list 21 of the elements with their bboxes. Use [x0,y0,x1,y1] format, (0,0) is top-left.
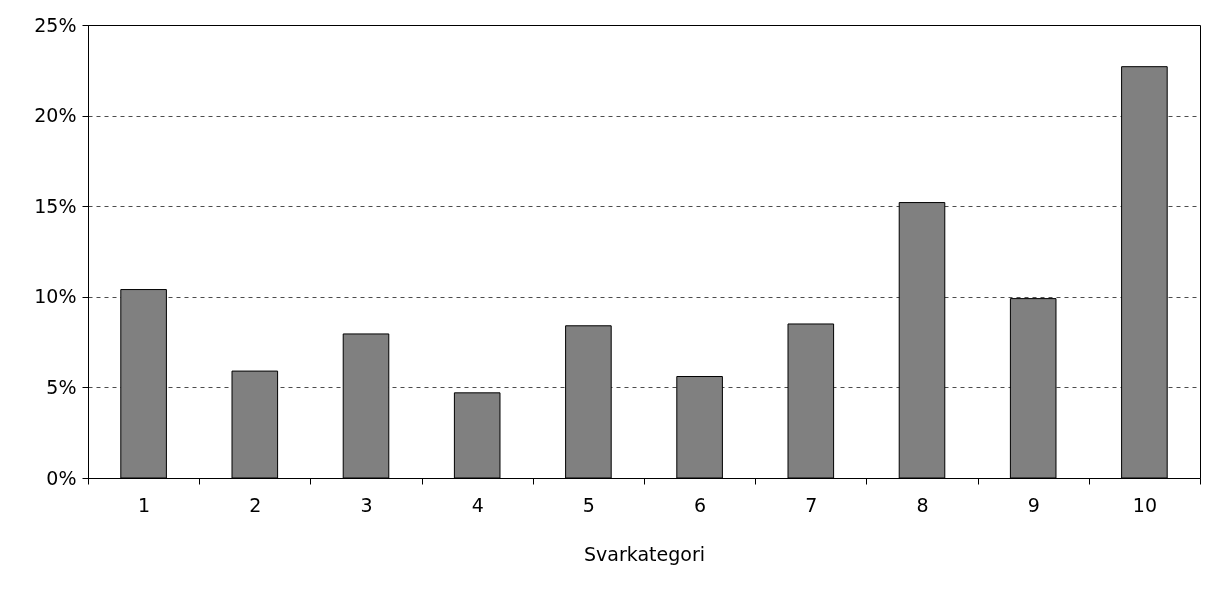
y-tick-label: 0% [46,466,77,489]
x-tick-label: 4 [471,493,484,516]
x-tick-label: 7 [805,493,818,516]
x-tick-label: 10 [1132,493,1157,516]
bar [120,289,167,479]
bar [231,370,279,479]
x-tick-label: 6 [694,493,707,516]
y-tick-label: 10% [34,285,77,308]
x-tick-label: 5 [582,493,595,516]
x-tick-label: 8 [916,493,929,516]
x-tick-label: 3 [360,493,373,516]
y-tick-label: 25% [34,13,77,36]
bar [453,392,501,479]
x-tick-label: 9 [1027,493,1040,516]
x-tick-label: 1 [138,493,151,516]
y-tick-label: 15% [34,194,77,217]
bar [342,333,390,479]
x-tick-label: 2 [249,493,262,516]
y-tick-label: 5% [46,375,77,398]
y-tick-label: 20% [34,104,77,127]
x-axis-title: Svarkategori [584,542,705,565]
